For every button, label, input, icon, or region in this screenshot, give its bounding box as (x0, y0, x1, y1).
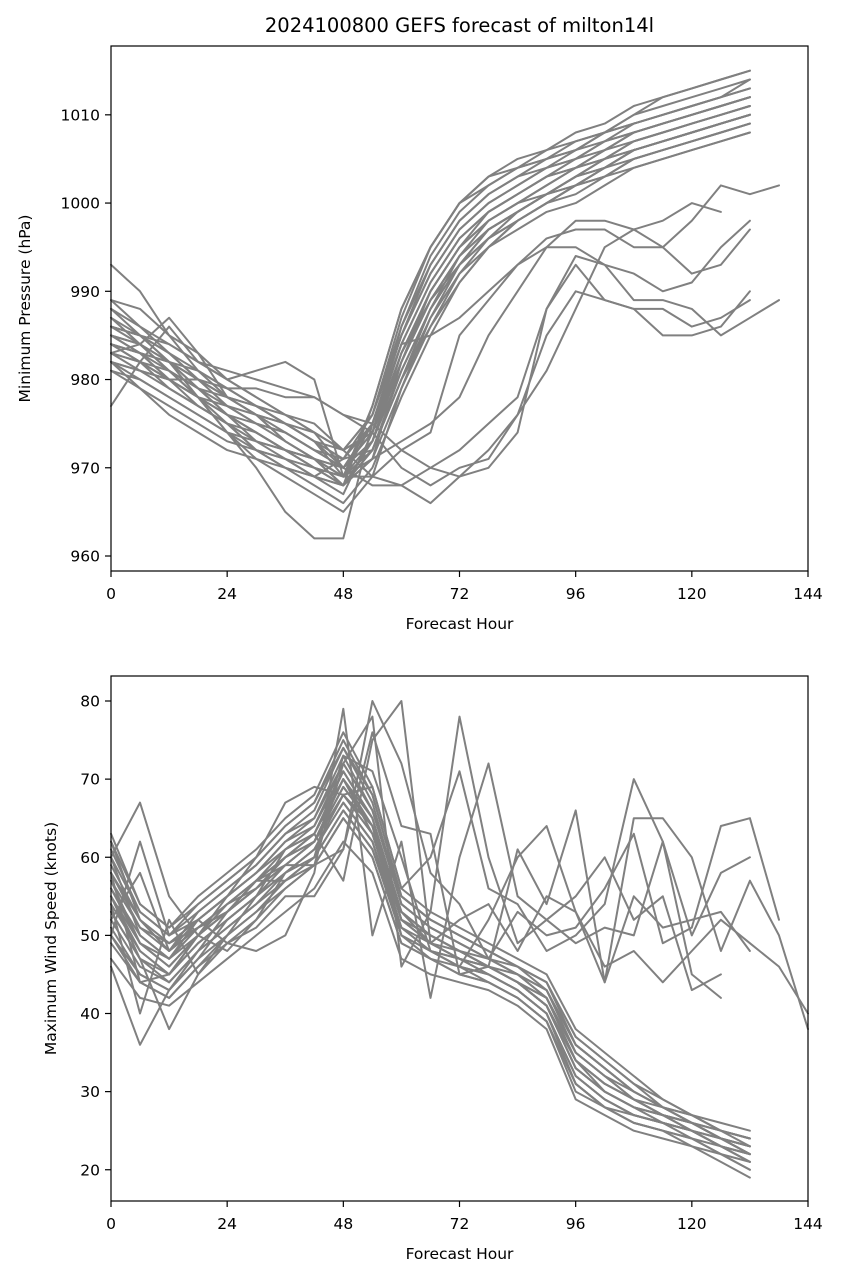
pressure-series-line-20 (110, 96, 751, 452)
pressure-series-line-23 (110, 105, 751, 469)
pressure-y-tick-label: 990 (70, 283, 100, 301)
wind-y-tick-label: 80 (80, 693, 100, 711)
pressure-y-tick-label: 980 (70, 371, 100, 389)
wind-series-line-22 (110, 746, 751, 1140)
wind-x-tick-label: 72 (450, 1215, 470, 1233)
wind-series-line-18 (110, 762, 751, 1140)
pressure-x-tick-label: 0 (106, 585, 116, 603)
pressure-plot-frame (110, 45, 809, 572)
pressure-series-line-21 (110, 113, 751, 478)
pressure-y-tick-label: 960 (70, 548, 100, 566)
pressure-x-tick-label: 96 (566, 585, 586, 603)
wind-series-line-26 (110, 715, 722, 1046)
wind-x-tick-label: 48 (333, 1215, 353, 1233)
pressure-series-line-27 (110, 184, 780, 540)
wind-series-group (110, 700, 809, 1179)
pressure-y-axis-label: Minimum Pressure (hPa) (16, 215, 34, 403)
pressure-y-axis: 960 970 980 990 1000 1010 (61, 106, 111, 566)
pressure-x-tick-label: 120 (677, 585, 707, 603)
pressure-panel: 2024100800 GEFS forecast of milton14l 0 2… (16, 14, 823, 633)
wind-series-line-24 (110, 840, 751, 1179)
pressure-x-axis-label: Forecast Hour (406, 615, 514, 633)
wind-series-line-25 (110, 754, 809, 1015)
wind-series-line-29 (110, 700, 751, 1031)
wind-x-axis-label: Forecast Hour (406, 1245, 514, 1263)
wind-x-tick-label: 96 (566, 1215, 586, 1233)
pressure-x-axis: 0 24 48 72 96 120 144 (106, 571, 823, 603)
wind-y-axis-label: Maximum Wind Speed (knots) (42, 822, 60, 1055)
pressure-y-tick-label: 1010 (61, 106, 100, 124)
wind-x-tick-label: 0 (106, 1215, 116, 1233)
wind-series-line-15 (110, 809, 751, 1163)
pressure-x-tick-label: 24 (217, 585, 237, 603)
pressure-y-tick-label: 970 (70, 459, 100, 477)
pressure-series-line-30 (110, 290, 751, 487)
wind-series-line-14 (110, 731, 751, 1132)
wind-series-line-3 (110, 793, 751, 1163)
pressure-series-line-31 (110, 255, 780, 478)
wind-y-tick-label: 50 (80, 927, 100, 945)
wind-y-tick-label: 60 (80, 849, 100, 867)
wind-y-tick-label: 30 (80, 1083, 100, 1101)
wind-series-line-31 (110, 731, 809, 1031)
wind-series-line-27 (110, 770, 751, 984)
pressure-x-tick-label: 48 (333, 585, 353, 603)
pressure-series-line-22 (110, 122, 751, 487)
pressure-series-line-8 (110, 78, 751, 496)
wind-y-axis: 20 30 40 50 60 70 80 (80, 693, 111, 1179)
wind-series-line-30 (110, 700, 780, 960)
wind-y-tick-label: 40 (80, 1005, 100, 1023)
pressure-series-group (110, 69, 780, 540)
pressure-x-tick-label: 144 (793, 585, 823, 603)
wind-x-tick-label: 144 (793, 1215, 823, 1233)
wind-y-tick-label: 70 (80, 771, 100, 789)
wind-series-line-21 (110, 817, 751, 1171)
pressure-series-line-25 (110, 219, 751, 478)
pressure-series-line-16 (110, 113, 751, 513)
wind-series-line-28 (110, 707, 722, 999)
wind-x-tick-label: 120 (677, 1215, 707, 1233)
pressure-series-line-28 (110, 219, 751, 478)
pressure-x-tick-label: 72 (450, 585, 470, 603)
pressure-y-tick-label: 1000 (61, 195, 100, 213)
wind-panel: 0 24 48 72 96 120 144 20 30 40 50 60 70 80 Forecast … (42, 675, 823, 1263)
wind-series-line-10 (110, 770, 751, 1140)
wind-x-tick-label: 24 (217, 1215, 237, 1233)
pressure-series-line-19 (110, 122, 751, 469)
wind-series-line-6 (110, 809, 751, 1163)
chart-title: 2024100800 GEFS forecast of milton14l (265, 14, 654, 37)
wind-x-axis: 0 24 48 72 96 120 144 (106, 1201, 823, 1233)
wind-y-tick-label: 20 (80, 1161, 100, 1179)
pressure-series-line-24 (110, 131, 751, 478)
